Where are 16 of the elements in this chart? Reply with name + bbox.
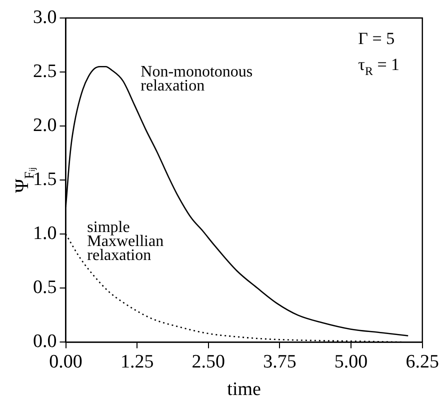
annotation: Γ = 5	[358, 28, 395, 48]
y-tick-label: 0.5	[33, 277, 57, 298]
y-tick-label: 1.0	[33, 223, 57, 244]
annotation: simple Maxwellian relaxation	[87, 218, 164, 264]
y-tick-label: 2.5	[33, 61, 57, 82]
x-tick-label: 6.25	[406, 352, 439, 373]
y-tick-label: 2.0	[33, 115, 57, 136]
x-tick-label: 0.00	[49, 352, 82, 373]
y-tick-label: 0.0	[33, 331, 57, 352]
x-tick-label: 3.75	[263, 352, 296, 373]
x-tick-label: 2.50	[192, 352, 226, 373]
x-axis-title: time	[227, 379, 261, 400]
x-tick-label: 5.00	[334, 352, 368, 373]
x-tick-label: 1.25	[120, 352, 154, 373]
y-tick-label: 3.0	[33, 6, 57, 28]
annotation: Non-monotonous relaxation	[140, 63, 253, 94]
